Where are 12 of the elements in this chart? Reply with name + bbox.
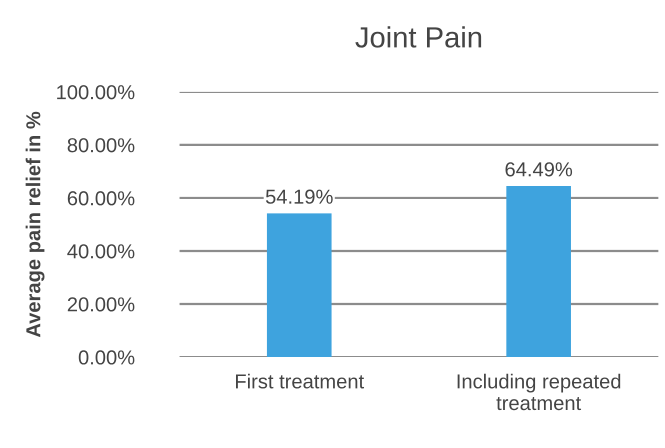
chart-title: Joint Pain bbox=[355, 26, 482, 48]
y-axis-title: Average pain relief in % bbox=[26, 112, 44, 338]
y-tick-label: 20.00% bbox=[68, 297, 134, 312]
x-tick-label: First treatment bbox=[236, 374, 364, 389]
y-tick-label: 0.00% bbox=[78, 350, 134, 365]
data-label: 64.49% bbox=[506, 162, 572, 176]
data-label: 54.19% bbox=[266, 190, 333, 204]
y-tick-label: 40.00% bbox=[67, 244, 134, 258]
x-tick-label: Including repeated treatment bbox=[458, 374, 620, 410]
y-tick-label: 60.00% bbox=[68, 191, 134, 206]
y-tick-label: 80.00% bbox=[68, 138, 134, 152]
y-tick-label: 100.00% bbox=[57, 85, 134, 100]
